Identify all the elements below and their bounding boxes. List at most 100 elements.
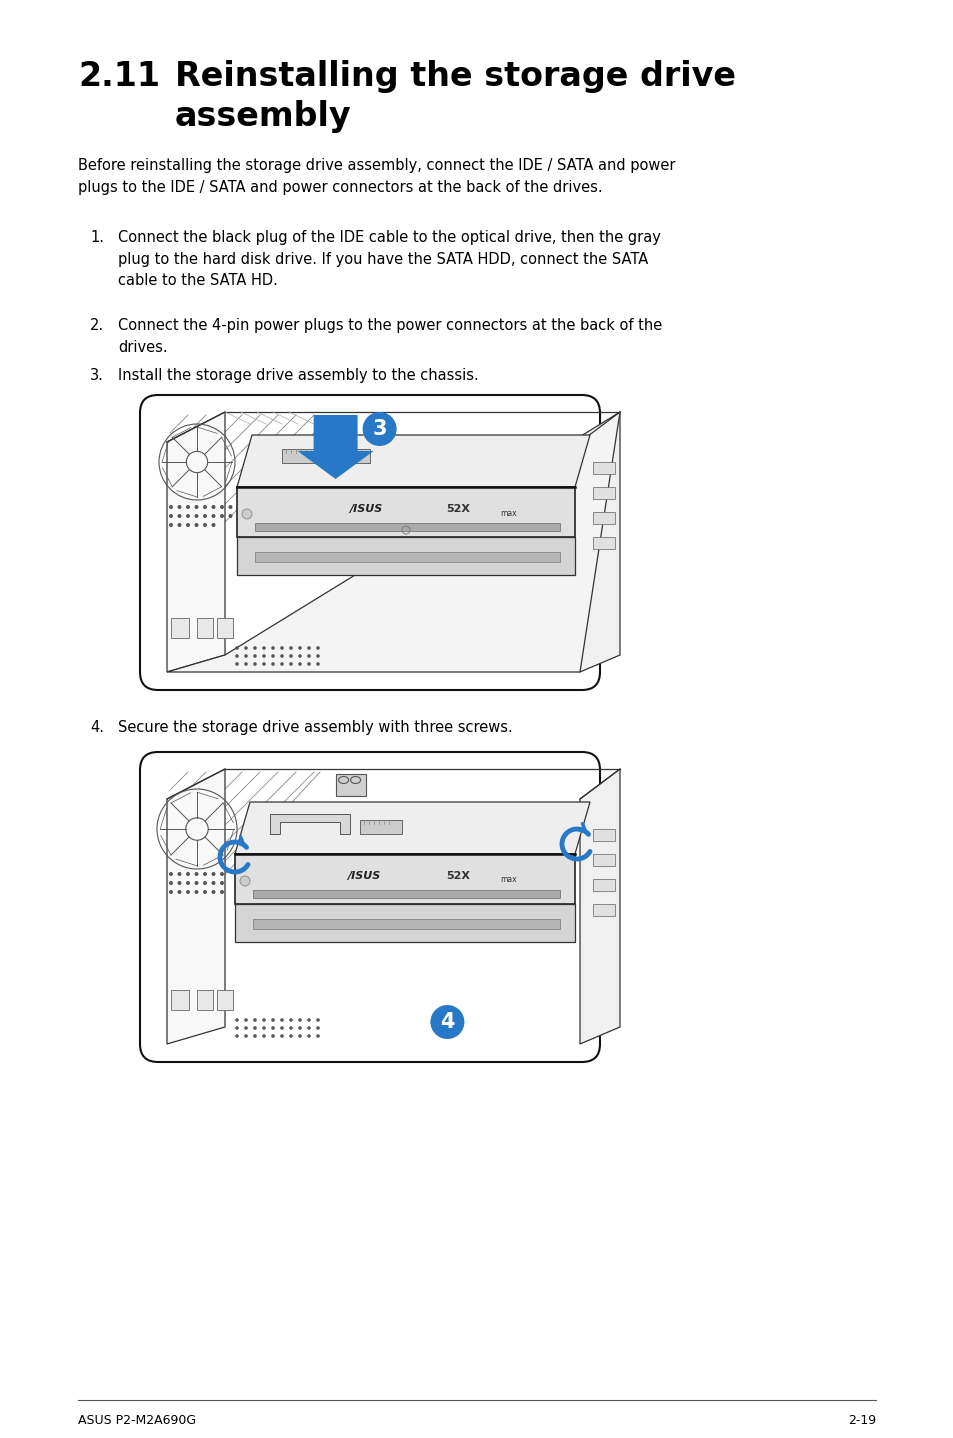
Circle shape [362,413,396,446]
Circle shape [177,890,181,894]
Polygon shape [236,487,575,536]
Polygon shape [234,854,575,905]
Circle shape [169,523,172,526]
Circle shape [235,654,238,657]
Circle shape [194,881,198,884]
Polygon shape [253,890,559,897]
Circle shape [212,513,215,518]
Circle shape [253,1018,256,1022]
Circle shape [315,646,319,650]
Circle shape [280,654,283,657]
Circle shape [212,881,215,884]
Polygon shape [593,512,615,523]
Circle shape [194,513,198,518]
FancyBboxPatch shape [171,618,189,638]
Circle shape [220,513,224,518]
FancyBboxPatch shape [216,618,233,638]
Circle shape [220,871,224,876]
Circle shape [289,654,293,657]
Circle shape [177,505,181,509]
Circle shape [307,1027,311,1030]
Circle shape [235,1034,238,1038]
Circle shape [203,871,207,876]
FancyBboxPatch shape [140,395,599,690]
Circle shape [280,1034,283,1038]
Circle shape [289,646,293,650]
Text: 52X: 52X [445,871,469,881]
Circle shape [177,523,181,526]
Circle shape [177,881,181,884]
Circle shape [315,1034,319,1038]
Circle shape [203,881,207,884]
Text: 3: 3 [372,418,387,439]
Circle shape [315,654,319,657]
Circle shape [177,871,181,876]
Circle shape [244,663,248,666]
Circle shape [186,890,190,894]
Circle shape [212,523,215,526]
Text: 52X: 52X [446,503,470,513]
Circle shape [298,1027,301,1030]
Polygon shape [297,416,374,479]
Circle shape [271,1027,274,1030]
FancyBboxPatch shape [196,618,213,638]
Polygon shape [593,854,615,866]
Circle shape [235,646,238,650]
Circle shape [307,1018,311,1022]
Polygon shape [593,487,615,499]
Text: max: max [500,509,517,518]
Text: 1.: 1. [90,230,104,244]
Circle shape [186,505,190,509]
Circle shape [271,663,274,666]
Circle shape [307,654,311,657]
Circle shape [262,1027,266,1030]
Circle shape [235,1018,238,1022]
Text: /ISUS: /ISUS [349,503,381,513]
Circle shape [280,1018,283,1022]
Circle shape [298,1034,301,1038]
FancyBboxPatch shape [196,989,213,1009]
Circle shape [244,1027,248,1030]
Circle shape [271,654,274,657]
Circle shape [212,505,215,509]
Circle shape [244,1034,248,1038]
Circle shape [244,654,248,657]
Circle shape [186,871,190,876]
Polygon shape [593,905,615,916]
Polygon shape [254,552,559,562]
FancyBboxPatch shape [359,820,401,834]
Text: max: max [499,876,517,884]
Text: Before reinstalling the storage drive assembly, connect the IDE / SATA and power: Before reinstalling the storage drive as… [78,158,675,194]
Polygon shape [270,814,350,834]
Circle shape [244,1018,248,1022]
Circle shape [289,1018,293,1022]
Text: Connect the 4-pin power plugs to the power connectors at the back of the
drives.: Connect the 4-pin power plugs to the pow… [118,318,661,355]
Text: ASUS P2-M2A690G: ASUS P2-M2A690G [78,1414,196,1426]
Circle shape [289,1027,293,1030]
Text: 3.: 3. [90,368,104,383]
Circle shape [203,513,207,518]
Circle shape [315,1018,319,1022]
Circle shape [203,523,207,526]
Circle shape [242,509,252,519]
Text: 4: 4 [439,1012,455,1032]
Circle shape [194,523,198,526]
Circle shape [280,1027,283,1030]
Polygon shape [593,462,615,475]
Circle shape [220,881,224,884]
Text: Secure the storage drive assembly with three screws.: Secure the storage drive assembly with t… [118,720,512,735]
Circle shape [307,646,311,650]
Polygon shape [593,828,615,841]
Polygon shape [579,413,619,672]
Circle shape [253,1027,256,1030]
Circle shape [262,654,266,657]
Circle shape [235,1027,238,1030]
Polygon shape [234,802,589,854]
Circle shape [289,1034,293,1038]
Circle shape [169,513,172,518]
Polygon shape [167,413,225,672]
Polygon shape [335,774,365,797]
Circle shape [289,663,293,666]
Circle shape [298,646,301,650]
FancyBboxPatch shape [282,449,319,463]
